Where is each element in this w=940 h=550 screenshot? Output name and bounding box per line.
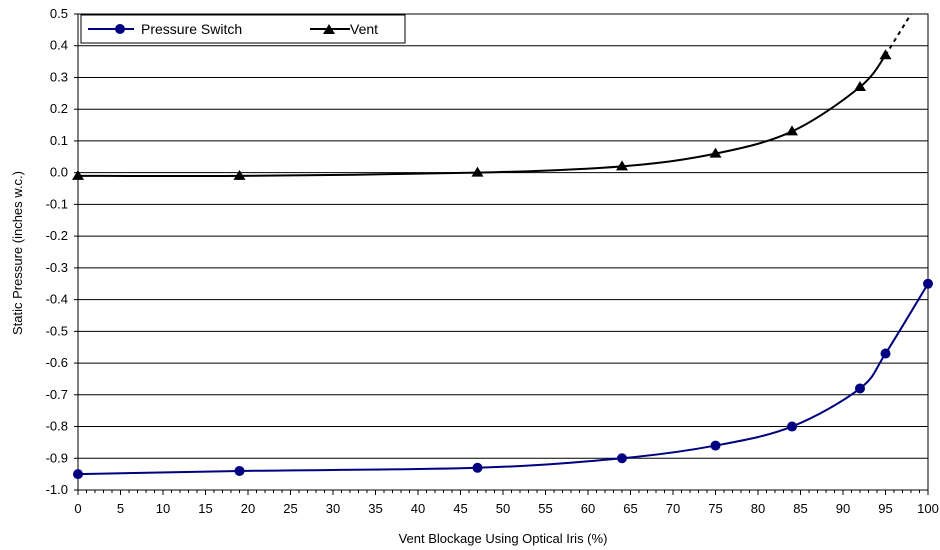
x-tick-label: 80: [751, 501, 765, 516]
y-tick-label: -0.2: [46, 228, 68, 243]
series: [72, 13, 933, 480]
x-tick-label: 20: [241, 501, 255, 516]
x-tick-label: 10: [156, 501, 170, 516]
x-axis-title: Vent Blockage Using Optical Iris (%): [399, 531, 608, 546]
pressure-switch-point: [855, 383, 865, 394]
x-tick-label: 70: [666, 501, 680, 516]
legend-pressure-switch-label: Pressure Switch: [141, 21, 242, 37]
y-tick-label: 0.5: [50, 6, 68, 21]
pressure-switch-point: [73, 469, 83, 480]
vent-line: [77, 54, 887, 178]
x-tick-label: 60: [581, 501, 595, 516]
x-tick-label: 75: [708, 501, 722, 516]
vent-point: [72, 169, 84, 180]
vent-point: [879, 49, 892, 60]
plot-area-frame: [77, 13, 929, 491]
axis-ticks: 0.5 0.4 0.3 0.2 0.1 0.0 -0.1 -0.2 -0.3 -0.4 -0.5 -0…: [46, 6, 939, 516]
vent-point: [471, 166, 484, 177]
y-tick-label: -1.0: [46, 482, 68, 497]
x-tick-label: 50: [496, 501, 510, 516]
pressure-switch-point: [472, 462, 483, 473]
legend-vent-marker: [323, 24, 335, 34]
y-axis-title: Static Pressure (inches w.c.): [10, 171, 25, 335]
x-tick-label: 65: [623, 501, 637, 516]
x-tick-label: 35: [368, 501, 382, 516]
y-tick-label: 0.2: [50, 101, 68, 116]
x-tick-label: 5: [117, 501, 124, 516]
y-tick-label: -0.8: [46, 419, 68, 434]
vent-point: [854, 80, 866, 91]
pressure-switch-point: [880, 348, 891, 359]
vent-point: [709, 147, 722, 158]
y-tick-label: -0.1: [46, 196, 68, 211]
x-tick-label: 25: [283, 501, 297, 516]
x-tick-label: 15: [198, 501, 212, 516]
legend-box: [80, 14, 406, 44]
y-tick-label: -0.7: [46, 387, 68, 402]
pressure-switch-point: [234, 465, 245, 476]
y-tick-label: 0.0: [50, 165, 68, 180]
vent-point: [786, 125, 798, 136]
vent-point: [616, 160, 628, 171]
y-tick-label: 0.4: [50, 38, 68, 53]
vent-point: [233, 169, 246, 180]
x-tick-label: 90: [836, 501, 850, 516]
pressure-switch-point: [923, 278, 933, 289]
y-tick-label: -0.9: [46, 450, 68, 465]
x-tick-label: 55: [538, 501, 552, 516]
x-tick-label: 95: [878, 501, 892, 516]
y-tick-label: -0.6: [46, 355, 68, 370]
x-tick-label: 85: [793, 501, 807, 516]
vent-extrapolation-line: [884, 13, 912, 56]
pressure-switch-point: [617, 453, 627, 464]
x-tick-label: 30: [326, 501, 340, 516]
pressure-switch-point: [787, 421, 797, 432]
y-tick-label: 0.3: [50, 69, 68, 84]
x-tick-label: 100: [917, 501, 939, 516]
pressure-switch-line: [77, 283, 929, 476]
x-tick-label: 0: [74, 501, 81, 516]
pressure-switch-point: [710, 440, 721, 451]
legend-vent-label: Vent: [350, 21, 378, 37]
x-tick-label: 40: [411, 501, 425, 516]
y-tick-label: -0.3: [46, 260, 68, 275]
y-tick-label: -0.5: [46, 323, 68, 338]
x-tick-label: 45: [453, 501, 467, 516]
legend-pressure-switch-marker: [115, 24, 125, 34]
y-tick-label: 0.1: [50, 133, 68, 148]
grid: [78, 13, 928, 491]
y-tick-label: -0.4: [46, 292, 68, 307]
legend: Pressure Switch Vent: [80, 14, 406, 44]
